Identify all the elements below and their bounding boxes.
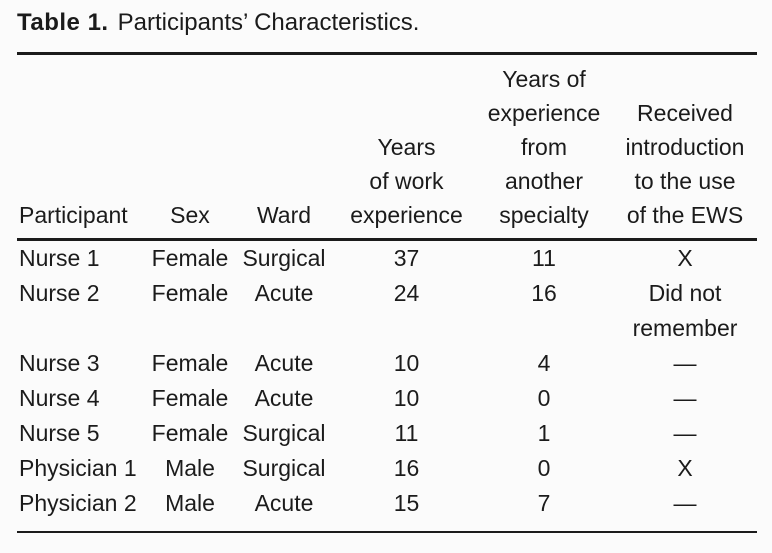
cell-ews: Did not remember <box>632 280 738 341</box>
cell-ward: Surgical <box>242 245 326 271</box>
cell-ews: — <box>673 350 697 376</box>
cell-years-work: 16 <box>393 455 420 481</box>
cell-ews: X <box>677 455 693 481</box>
cell-years-other: 7 <box>537 490 551 516</box>
cell-participant: Nurse 1 <box>19 245 100 271</box>
header-years-work-line: experience <box>350 202 463 228</box>
cell-participant: Nurse 2 <box>19 280 100 306</box>
cell-ward: Acute <box>254 385 314 411</box>
cell-years-work: 11 <box>394 420 419 446</box>
header-participant: Participant <box>17 53 150 241</box>
cell-sex: Female <box>151 420 229 446</box>
cell-years-work: 15 <box>393 490 420 516</box>
header-years-other-line: experience <box>487 100 601 126</box>
cell-sex: Female <box>151 350 229 376</box>
cell-ews: — <box>673 420 697 446</box>
cell-ward: Surgical <box>242 420 326 446</box>
table-row: Nurse 1 Female Surgical 37 11 X <box>17 240 757 277</box>
cell-years-other: 16 <box>531 280 557 306</box>
cell-years-other: 0 <box>537 385 551 411</box>
cell-ward: Acute <box>254 350 314 376</box>
cell-participant: Physician 2 <box>19 490 137 516</box>
cell-sex: Male <box>165 490 215 516</box>
header-years-work-line: of work <box>369 168 444 194</box>
header-ews-line: to the use <box>634 168 736 194</box>
cell-sex: Female <box>151 280 229 306</box>
table-header: Participant Sex Ward Years of work exper… <box>17 53 757 241</box>
header-ward: Ward <box>230 53 338 241</box>
header-participant-label: Participant <box>19 202 128 228</box>
table-row: Nurse 2 Female Acute 24 16 Did not remem… <box>17 276 757 346</box>
cell-participant: Physician 1 <box>19 455 137 481</box>
table-row: Physician 2 Male Acute 15 7 — <box>17 486 757 532</box>
header-years-other-line: from <box>521 134 567 160</box>
header-years-other-specialty: Years of experience from another special… <box>475 53 613 241</box>
cell-ward: Acute <box>254 280 314 306</box>
cell-years-other: 1 <box>537 420 551 446</box>
cell-ward: Acute <box>254 490 314 516</box>
cell-ews: — <box>673 385 697 411</box>
header-sex-label: Sex <box>170 202 210 228</box>
header-sex: Sex <box>150 53 230 241</box>
cell-years-work: 24 <box>393 280 420 306</box>
table-body: Nurse 1 Female Surgical 37 11 X Nurse 2 … <box>17 240 757 533</box>
cell-sex: Male <box>165 455 215 481</box>
table-title: Table 1. Participants’ Characteristics. <box>17 8 757 38</box>
header-years-work-line: Years <box>377 134 436 160</box>
table-row: Nurse 4 Female Acute 10 0 — <box>17 381 757 416</box>
table-row: Nurse 5 Female Surgical 11 1 — <box>17 416 757 451</box>
header-years-other-line: Years of <box>502 66 586 92</box>
cell-ward: Surgical <box>242 455 326 481</box>
cell-ews: X <box>677 245 693 271</box>
participants-table: Participant Sex Ward Years of work exper… <box>17 52 757 533</box>
cell-years-work: 10 <box>393 385 420 411</box>
header-years-work: Years of work experience <box>338 53 475 241</box>
header-row: Participant Sex Ward Years of work exper… <box>17 53 757 241</box>
cell-participant: Nurse 3 <box>19 350 100 376</box>
header-ward-label: Ward <box>256 202 312 228</box>
header-ews-line: Received <box>637 100 733 126</box>
header-ews-line: introduction <box>625 134 745 160</box>
table-row: Physician 1 Male Surgical 16 0 X <box>17 451 757 486</box>
cell-ews: — <box>673 490 697 516</box>
table-title-label: Table 1. <box>17 9 109 36</box>
cell-years-work: 37 <box>393 245 420 271</box>
cell-years-work: 10 <box>393 350 420 376</box>
cell-years-other: 11 <box>532 245 556 271</box>
header-years-other-line: specialty <box>499 202 589 228</box>
table-title-text: Participants’ Characteristics. <box>117 9 420 36</box>
cell-years-other: 4 <box>537 350 551 376</box>
header-ews-line: of the EWS <box>626 202 744 228</box>
cell-participant: Nurse 5 <box>19 420 100 446</box>
cell-sex: Female <box>151 385 229 411</box>
header-ews-introduction: Received introduction to the use of the … <box>613 53 757 241</box>
table-row: Nurse 3 Female Acute 10 4 — <box>17 346 757 381</box>
cell-years-other: 0 <box>537 455 551 481</box>
cell-sex: Female <box>151 245 229 271</box>
header-years-other-line: another <box>504 168 583 194</box>
cell-participant: Nurse 4 <box>19 385 100 411</box>
